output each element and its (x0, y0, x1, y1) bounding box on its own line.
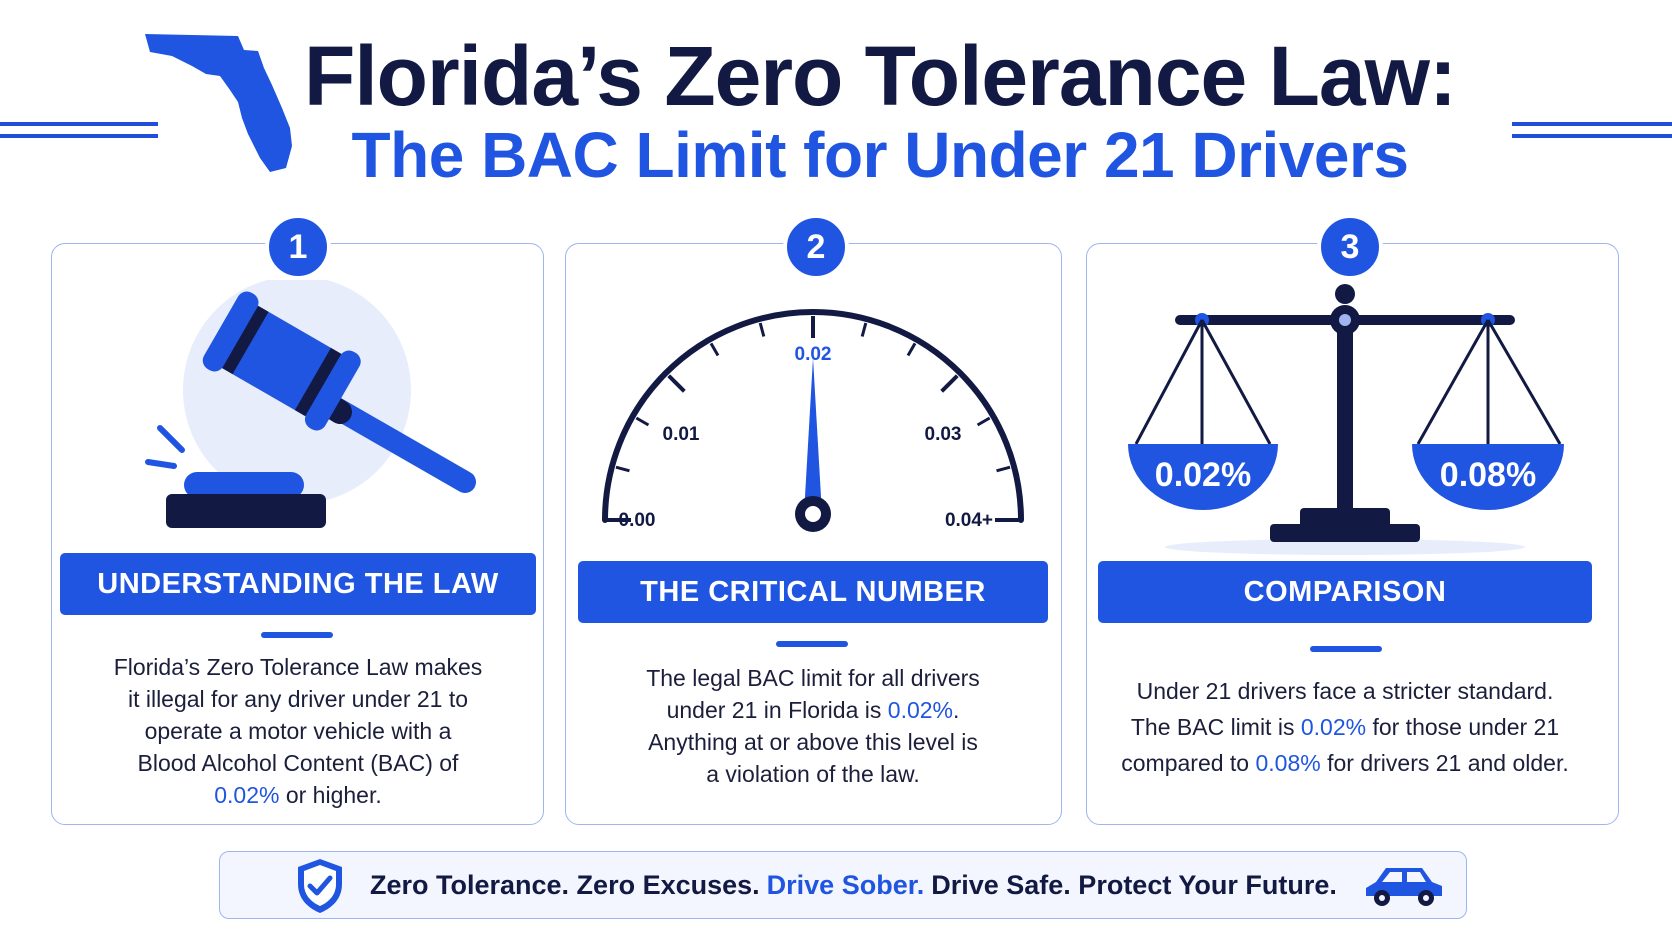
highlight-adult-limit: 0.08% (1255, 750, 1321, 776)
highlight-bac-limit: 0.02% (887, 697, 953, 723)
gauge-label-0: 0.00 (619, 510, 656, 531)
divider-dash-2 (776, 641, 848, 647)
highlight-under21-limit: 0.02% (1300, 714, 1367, 740)
step-badge-2: 2 (783, 214, 849, 280)
gauge-label-2: 0.02 (795, 344, 832, 365)
shield-check-icon (298, 859, 342, 913)
card-2-description: The legal BAC limit for all drivers unde… (646, 665, 980, 787)
gauge-tick (860, 322, 868, 337)
gauge-label-4: 0.04+ (945, 510, 993, 531)
heading-understanding-the-law: UNDERSTANDING THE LAW (60, 553, 536, 615)
gauge-tick (940, 374, 959, 393)
car-icon (1366, 868, 1442, 906)
header-left-line-bottom (0, 134, 158, 138)
header-right-line-bottom (1512, 134, 1672, 138)
page-subtitle: The BAC Limit for Under 21 Drivers (351, 119, 1410, 191)
footer-banner: Zero Tolerance. Zero Excuses. Drive Sober… (219, 851, 1467, 919)
header-right-line-top (1512, 122, 1672, 126)
page-title: Florida’s Zero Tolerance Law: (304, 29, 1457, 123)
footer-slogan: Zero Tolerance. Zero Excuses. Drive Sober… (370, 869, 1337, 900)
florida-map-icon (145, 34, 292, 172)
card-1-description: Florida’s Zero Tolerance Law makes it il… (113, 654, 483, 808)
bac-gauge-icon: 0.00 0.01 0.02 0.03 0.04+ (602, 309, 1024, 532)
card-3-description: Under 21 drivers face a stricter standar… (1121, 678, 1569, 776)
card-the-critical-number (565, 243, 1062, 825)
gauge-tick (709, 342, 720, 357)
heading-the-critical-number: THE CRITICAL NUMBER (578, 561, 1048, 623)
gauge-label-3: 0.03 (925, 424, 962, 445)
scales-of-justice-icon: 0.02% 0.08% (1128, 284, 1564, 555)
step-badge-1: 1 (265, 214, 331, 280)
gauge-tick (976, 416, 991, 427)
heading-comparison: COMPARISON (1098, 561, 1592, 623)
gauge-label-1: 0.01 (663, 424, 700, 445)
gauge-tick (996, 465, 1011, 473)
step-badge-3: 3 (1317, 214, 1383, 280)
highlight-bac-value: 0.02% (214, 782, 280, 808)
divider-dash-3 (1310, 646, 1382, 652)
gavel-icon (145, 280, 476, 528)
gauge-tick (615, 465, 630, 473)
gauge-tick (667, 374, 686, 393)
scale-right-value: 0.08% (1440, 456, 1536, 494)
divider-dash-1 (261, 632, 333, 638)
gauge-tick (758, 322, 766, 337)
header-left-line-top (0, 122, 158, 126)
gauge-tick (635, 416, 650, 427)
gauge-needle (804, 358, 822, 514)
gauge-tick (906, 342, 917, 357)
scale-left-value: 0.02% (1155, 456, 1251, 494)
